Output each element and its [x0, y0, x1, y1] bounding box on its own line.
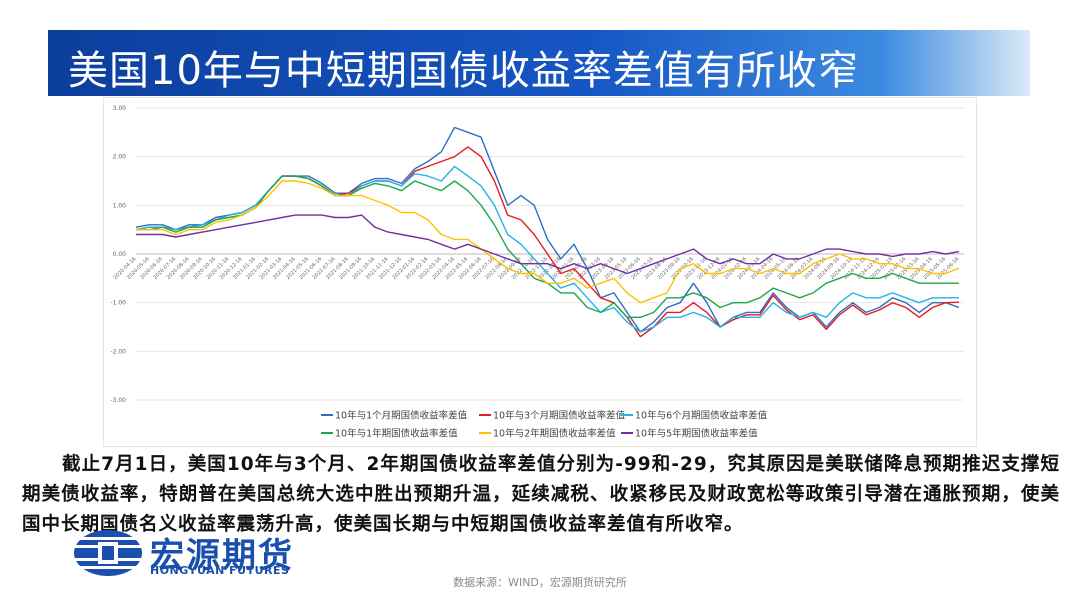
- y-tick-label: -2.00: [110, 348, 126, 355]
- paragraph: 截止7月1日，美国10年与3个月、2年期国债收益率差值分别为-99和-29，究其…: [22, 454, 1060, 535]
- legend-label: 10年与6个月期国债收益率差值: [635, 410, 768, 422]
- chart: 3.002.001.000.00-1.00-2.00-3.002020-04-1…: [103, 97, 977, 447]
- y-tick-label: -1.00: [110, 300, 126, 307]
- series-line: [135, 146, 960, 338]
- series-line: [136, 214, 960, 275]
- header-bar: 美国10年与中短期国债收益率差值有所收窄: [48, 30, 1030, 96]
- y-tick-label: -3.00: [110, 397, 126, 404]
- legend-label: 10年与2年期国债收益率差值: [493, 428, 616, 440]
- logo-name: 宏源期货: [150, 536, 294, 576]
- logo-english: HONGYUAN FUTURES: [150, 564, 290, 577]
- legend-label: 10年与1个月期国债收益率差值: [335, 410, 468, 422]
- legend-label: 10年与1年期国债收益率差值: [335, 428, 458, 440]
- series-line: [135, 126, 960, 333]
- y-tick-label: 0.00: [113, 251, 127, 258]
- series-line: [136, 180, 960, 304]
- legend-label: 10年与5年期国债收益率差值: [635, 428, 758, 440]
- y-tick-label: 2.00: [113, 154, 127, 161]
- source-note: 数据来源：WIND，宏源期货研究所: [453, 576, 627, 589]
- slide-title: 美国10年与中短期国债收益率差值有所收窄: [68, 48, 859, 94]
- y-tick-label: 1.00: [113, 202, 127, 209]
- series-line: [136, 175, 959, 318]
- logo-icon: [72, 530, 144, 576]
- y-tick-label: 3.00: [113, 105, 127, 112]
- legend-label: 10年与3个月期国债收益率差值: [493, 410, 626, 422]
